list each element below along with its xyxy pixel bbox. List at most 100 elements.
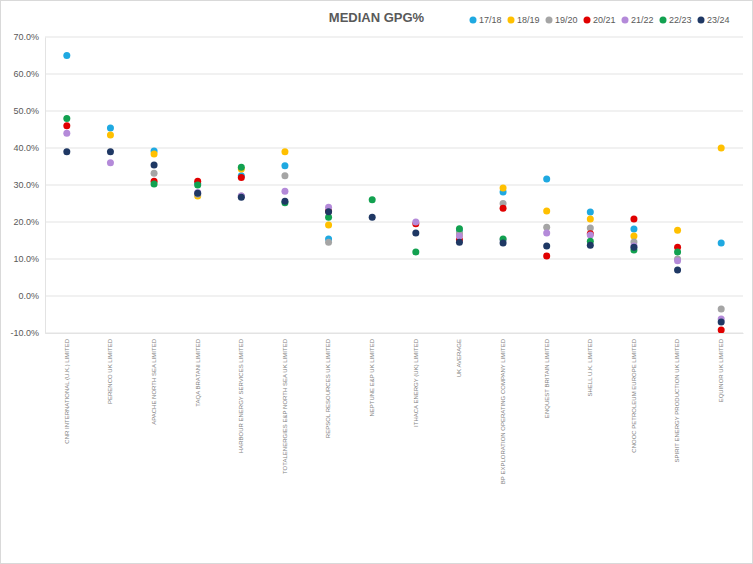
point <box>674 248 681 255</box>
point <box>543 207 550 214</box>
point <box>63 130 70 137</box>
chart-frame <box>1 1 753 564</box>
point <box>718 240 725 247</box>
point <box>412 248 419 255</box>
y-axis: -10.0%0.0%10.0%20.0%30.0%40.0%50.0%60.0%… <box>10 32 45 338</box>
grid-line <box>45 111 743 112</box>
point <box>718 327 725 333</box>
legend-label: 17/18 <box>479 15 502 25</box>
point <box>630 244 637 251</box>
legend-marker <box>584 17 591 24</box>
legend-marker <box>622 17 629 24</box>
point <box>718 305 725 312</box>
point <box>587 231 594 238</box>
legend-label: 19/20 <box>555 15 578 25</box>
x-tick: APACHE NORTH SEA LIMITED <box>151 333 157 425</box>
x-tick: ITHACA ENERGY (UK) LIMITED <box>413 333 419 427</box>
legend: 17/1818/1919/2020/2121/2222/2323/24 <box>470 15 730 25</box>
x-tick-label: TOTALENERGIES E&P NORTH SEA UK LIMITED <box>282 338 288 474</box>
x-tick: CNOOC PETROLEUM EUROPE LIMITED <box>631 333 637 453</box>
point <box>151 162 158 169</box>
x-tick: CNR INTERNATIONAL (U.K.) LIMITED <box>64 333 70 444</box>
series <box>63 148 724 325</box>
point <box>587 216 594 223</box>
legend-item: 21/22 <box>622 15 654 25</box>
legend-label: 23/24 <box>707 15 730 25</box>
point <box>194 190 201 197</box>
point <box>674 257 681 264</box>
point <box>587 242 594 249</box>
point <box>107 148 114 155</box>
y-tick-label: -10.0% <box>10 328 39 338</box>
x-tick-label: CNOOC PETROLEUM EUROPE LIMITED <box>631 338 637 452</box>
y-tick: 10.0% <box>13 254 45 264</box>
point <box>325 239 332 246</box>
point <box>369 196 376 203</box>
legend-marker <box>470 17 477 24</box>
point <box>63 115 70 122</box>
point <box>325 208 332 215</box>
y-tick: 0.0% <box>18 291 45 301</box>
x-tick-label: CNR INTERNATIONAL (U.K.) LIMITED <box>64 338 70 443</box>
x-tick: EQUINOR UK LIMITED <box>718 333 724 402</box>
point <box>456 239 463 246</box>
point <box>281 198 288 205</box>
y-tick-label: 10.0% <box>13 254 39 264</box>
title: MEDIAN GPG% <box>329 10 425 25</box>
y-tick-label: 40.0% <box>13 143 39 153</box>
point <box>151 180 158 187</box>
point <box>456 233 463 240</box>
x-tick-label: EQUINOR UK LIMITED <box>718 338 724 402</box>
point <box>412 230 419 237</box>
legend-marker <box>508 17 515 24</box>
x-tick: SHELL U.K. LIMITED <box>587 333 593 396</box>
legend-item: 17/18 <box>470 15 502 25</box>
x-tick-label: BP EXPLORATION OPERATING COMPANY LIMITED <box>500 338 506 484</box>
legend-label: 21/22 <box>631 15 654 25</box>
y-tick: 60.0% <box>13 69 45 79</box>
series <box>107 132 725 240</box>
point <box>281 148 288 155</box>
point <box>543 243 550 250</box>
legend-marker <box>698 17 705 24</box>
y-tick-label: 0.0% <box>18 291 39 301</box>
grid-line <box>45 333 743 334</box>
series <box>63 130 724 323</box>
x-tick-label: APACHE NORTH SEA LIMITED <box>151 338 157 424</box>
y-tick-label: 50.0% <box>13 106 39 116</box>
grid-line <box>45 74 743 75</box>
point <box>281 188 288 195</box>
y-tick: 30.0% <box>13 180 45 190</box>
point <box>456 225 463 232</box>
point <box>369 214 376 221</box>
y-tick: -10.0% <box>10 328 45 338</box>
y-tick-label: 30.0% <box>13 180 39 190</box>
x-tick-label: HARBOUR ENERGY SERVICES LIMITED <box>238 338 244 453</box>
x-tick-label: SHELL U.K. LIMITED <box>587 338 593 396</box>
point <box>238 164 245 171</box>
legend-item: 20/21 <box>584 15 616 25</box>
point <box>238 194 245 201</box>
legend-marker <box>660 17 667 24</box>
point <box>107 132 114 139</box>
x-tick-label: PERENCO UK LIMITED <box>107 338 113 404</box>
x-tick: TOTALENERGIES E&P NORTH SEA UK LIMITED <box>282 333 288 474</box>
legend-item: 22/23 <box>660 15 692 25</box>
series <box>151 170 725 313</box>
point <box>107 159 114 166</box>
point <box>718 318 725 325</box>
y-tick-label: 60.0% <box>13 69 39 79</box>
point <box>543 230 550 237</box>
point <box>63 122 70 129</box>
x-tick-label: ITHACA ENERGY (UK) LIMITED <box>413 338 419 427</box>
point <box>500 240 507 247</box>
grid-line <box>45 148 743 149</box>
x-tick: TAQA BRATANI LIMITED <box>195 333 201 407</box>
grid <box>45 37 743 333</box>
legend-item: 23/24 <box>698 15 730 25</box>
grid-line <box>45 259 743 260</box>
point <box>500 205 507 212</box>
point <box>151 150 158 157</box>
legend-label: 22/23 <box>669 15 692 25</box>
point <box>630 226 637 233</box>
